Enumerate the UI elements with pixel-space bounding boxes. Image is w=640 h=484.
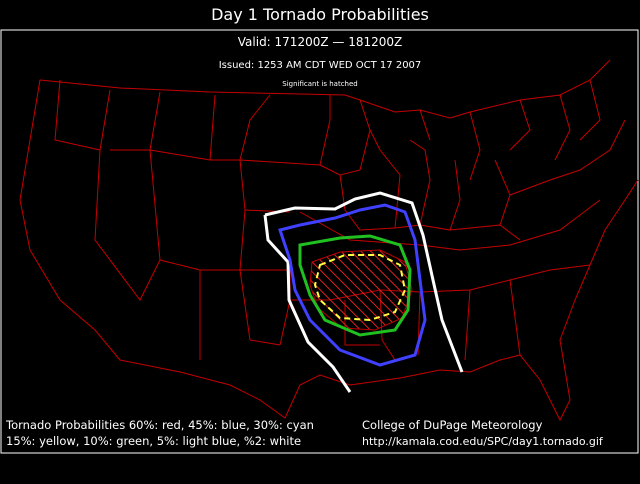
legend-line: 15%: yellow, 10%: green, 5%: light blue,… — [6, 434, 301, 448]
map-frame — [0, 29, 639, 454]
legend-line: Tornado Probabilities 60%: red, 45%: blu… — [5, 418, 314, 432]
contour-5pct — [278, 203, 427, 367]
credit-line: College of DuPage Meteorology — [362, 418, 543, 432]
title: Day 1 Tornado Probabilities — [211, 5, 429, 24]
valid-time: Valid: 171200Z — 181200Z — [238, 35, 402, 49]
hatch-note: Significant is hatched — [282, 80, 358, 88]
contour-10pct — [298, 234, 412, 337]
issued-time: Issued: 1253 AM CDT WED OCT 17 2007 — [219, 60, 422, 71]
probability-contours — [263, 191, 464, 393]
credit-line: http://kamala.cod.edu/SPC/day1.tornado.g… — [362, 435, 604, 448]
contour-2pct — [263, 191, 464, 393]
contour-15pct — [313, 254, 407, 322]
